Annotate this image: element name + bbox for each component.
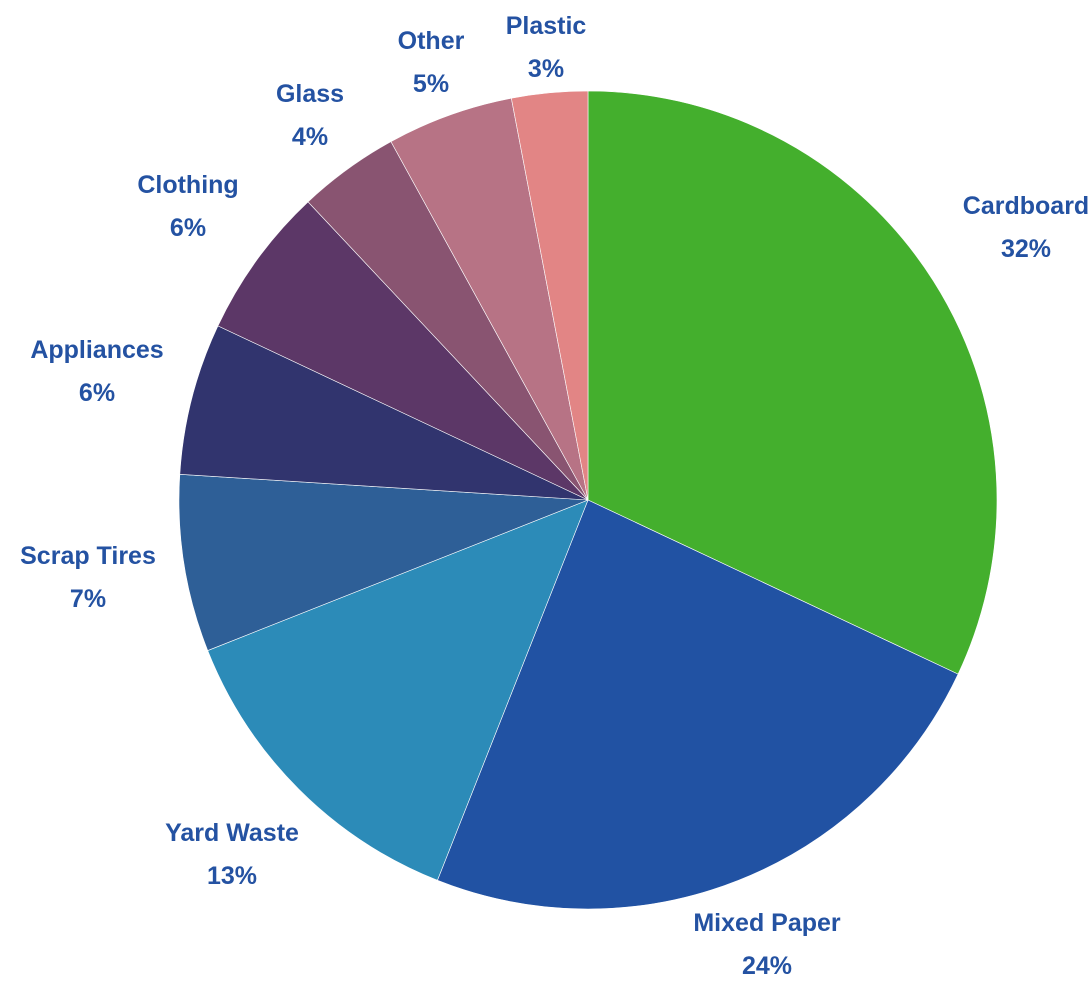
- pie-slice-appliances: [179, 325, 589, 501]
- pie-slice-plastic: [511, 90, 589, 501]
- slice-label-yard-waste: Yard Waste 13%: [165, 812, 299, 898]
- slice-value: 6%: [78, 379, 116, 407]
- slice-name: Plastic: [505, 12, 587, 40]
- pie-slice-clothing: [217, 201, 589, 501]
- slice-label-scrap-tires: Scrap Tires 7%: [20, 535, 156, 621]
- slice-name: Glass: [275, 80, 345, 108]
- slice-value: 4%: [291, 123, 329, 151]
- slice-label-clothing: Clothing 6%: [137, 164, 238, 250]
- slice-label-mixed-paper: Mixed Paper 24%: [693, 902, 840, 988]
- slice-label-other: Other 5%: [398, 20, 465, 106]
- slice-name: Appliances: [30, 336, 164, 364]
- slice-label-glass: Glass 4%: [276, 73, 344, 159]
- slice-value: 3%: [527, 55, 565, 83]
- slice-name: Cardboard: [962, 192, 1090, 220]
- slice-label-cardboard: Cardboard 32%: [963, 185, 1089, 271]
- slice-value: 5%: [412, 70, 450, 98]
- slice-value: 24%: [741, 952, 793, 980]
- pie-slice-mixed-paper: [437, 499, 959, 910]
- slice-name: Clothing: [137, 171, 239, 199]
- slice-value: 13%: [206, 862, 258, 890]
- pie-slice-yard-waste: [207, 499, 589, 881]
- slice-label-plastic: Plastic 3%: [506, 5, 587, 91]
- pie-slice-cardboard: [587, 90, 998, 675]
- slice-name: Mixed Paper: [693, 909, 841, 937]
- slice-name: Other: [397, 27, 465, 55]
- slice-value: 32%: [1000, 235, 1052, 263]
- pie-slice-scrap-tires: [178, 474, 589, 651]
- slice-value: 7%: [69, 585, 107, 613]
- slice-value: 6%: [169, 214, 207, 242]
- slice-label-appliances: Appliances 6%: [30, 329, 163, 415]
- slice-name: Yard Waste: [165, 819, 299, 847]
- slice-name: Scrap Tires: [20, 542, 156, 570]
